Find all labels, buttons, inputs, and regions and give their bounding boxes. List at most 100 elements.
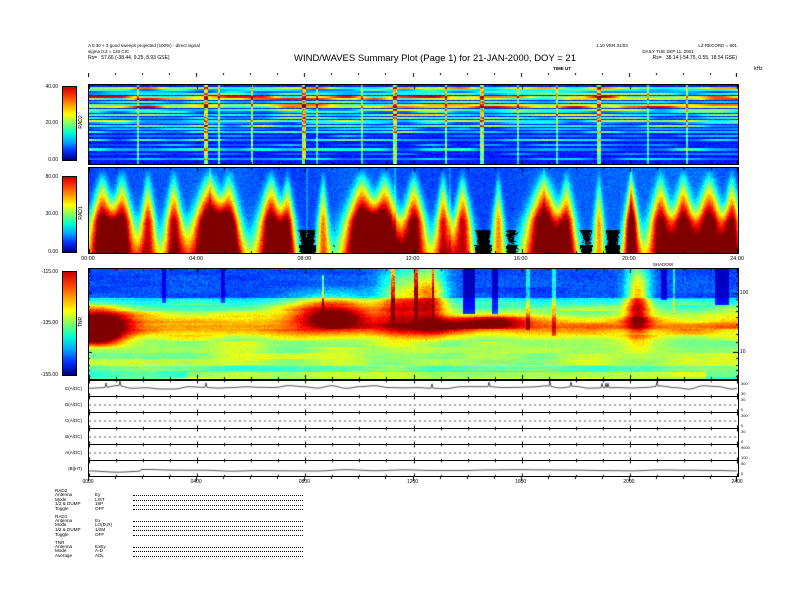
status-timeline-dots (133, 507, 303, 511)
rad1-colorbar-tick-label: 0.00 (48, 248, 58, 255)
status-label: 1/2 & DUMP (55, 527, 81, 533)
status-timeline-dots (133, 545, 303, 548)
receiver-name: RAD1 (55, 513, 68, 519)
footer-status-block: RAD2 Antenna Ey Mode LIST 1/2 & DUMP 16P Toggle… (55, 488, 305, 559)
time-tick-label: 00:00 (81, 256, 95, 262)
status-label: Mode (55, 496, 67, 502)
status-timeline-dots (133, 493, 303, 497)
status-value: ExEy (95, 543, 106, 549)
status-value: LIST (95, 496, 105, 502)
rad2-colorbar (62, 86, 77, 161)
time-tick-label: 16:00 (513, 256, 528, 262)
rad1-colorbar-tick-label: 80.00 (45, 173, 58, 180)
strip-ymax-label: 300 (741, 380, 748, 386)
version-label: 1.10 VER 31/03 (596, 43, 628, 48)
bottom-time-tick-label: 0000 (82, 479, 94, 485)
bottom-time-tick-label: 2000 (623, 479, 635, 485)
status-label: Mode (55, 522, 67, 528)
strip-ymin-label: 0 (741, 422, 744, 428)
status-row: Mode LIST (55, 496, 305, 503)
rad1-colorbar-tick-label: 30.00 (45, 211, 58, 217)
status-value: Ey (95, 492, 101, 497)
rad2-colorbar-tick-label: 0.00 (48, 156, 58, 163)
status-label: Average (55, 552, 73, 558)
bottom-time-tick-label: 1200 (406, 479, 419, 485)
time-tick-label: 08:00 (297, 256, 312, 262)
status-row: Antenna Ey (55, 492, 305, 498)
strip-panel (88, 396, 739, 413)
strip-ymin-label: 30 (741, 390, 746, 396)
strip-panel (88, 444, 739, 461)
rad1-panel-label: RAD1 (78, 206, 84, 220)
strip-ymax-label: 50 (741, 460, 746, 466)
axis-note: SHADOW (652, 262, 674, 267)
tnr-colorbar-tick-label: -155.00 (41, 371, 58, 378)
strip-trace (89, 445, 738, 460)
strip-ymin-label: 0 (741, 406, 744, 412)
status-row: Average ADL (55, 552, 305, 559)
status-row: Antenna ExEy (55, 543, 305, 550)
status-label: 1/2 & DUMP (55, 501, 81, 507)
status-label: Mode (55, 548, 67, 554)
status-timeline-dots (133, 533, 303, 536)
bottom-time-tick-label: 2400 (731, 479, 743, 485)
status-value: 16P (95, 501, 104, 507)
strip-panel (88, 428, 739, 445)
tnr-freq-tick-label: 100 (740, 289, 749, 296)
status-value: OFF (95, 531, 105, 537)
strip-trace (89, 429, 738, 444)
strip-ymin-label: 0 (741, 438, 744, 444)
spacecraft-position-end: Rs= 38.14 (-54.75, 0.55, 18.54 GSE) (652, 55, 737, 61)
strip-label: B(A/DC) (65, 433, 82, 439)
status-label: Toggle (55, 531, 69, 537)
strip-trace (89, 381, 738, 396)
strip-panel (88, 412, 739, 429)
time-tick-label: 12:00 (405, 256, 420, 262)
status-label: Toggle (55, 506, 69, 512)
status-row: Antenna Ex (55, 517, 305, 524)
strip-panel (88, 380, 739, 397)
strip-trace (89, 461, 738, 476)
status-timeline-dots (133, 523, 303, 527)
strip-ymin-label: 0 (741, 470, 744, 476)
status-timeline-dots (133, 554, 303, 558)
status-value: A-D (95, 548, 103, 554)
bottom-tick-ruler (88, 477, 737, 481)
calibration-note-line2: sigma 0.3 = 120 CIC (88, 49, 130, 54)
status-label: Antenna (55, 517, 73, 523)
status-timeline-dots (133, 519, 303, 522)
time-tick-label: 04:00 (189, 256, 204, 262)
bottom-time-tick-label: 0800 (298, 479, 310, 485)
strip-label: A(A/DC) (65, 449, 82, 455)
tnr-colorbar-tick-label: -135.00 (41, 320, 58, 326)
status-timeline-dots (133, 549, 303, 553)
bottom-time-tick-label: 1600 (515, 479, 527, 485)
status-value: LO(D,R) (95, 522, 113, 528)
rad2-colorbar-tick-label: 40.00 (45, 83, 58, 90)
tnr-colorbar (62, 271, 77, 376)
status-row: Toggle OFF (55, 506, 305, 512)
strip-label: |B|(nT) (68, 465, 82, 471)
tnr-spectrogram (88, 268, 739, 380)
status-value: OFF (95, 506, 105, 512)
status-label: Antenna (55, 492, 73, 497)
status-timeline-dots (133, 498, 303, 501)
status-row: 1/2 & DUMP 16P (55, 502, 305, 507)
tnr-freq-tick-label: 10 (740, 348, 746, 355)
status-row: Toggle OFF (55, 531, 305, 538)
bottom-time-tick-label: 0400 (190, 479, 202, 485)
rad2-colorbar-tick-label: 20.00 (45, 120, 58, 126)
top-tick-ruler (88, 73, 737, 79)
status-label: Antenna (55, 543, 73, 549)
receiver-name: TNR (55, 539, 65, 545)
rad1-spectrogram (88, 167, 739, 254)
rad1-colorbar (62, 176, 77, 253)
tnr-panel-label: TNR (78, 316, 84, 328)
strip-trace (89, 413, 738, 428)
frequency-unit-label: kHz (754, 66, 763, 72)
status-value: 1/2M (95, 527, 106, 533)
rad2-panel-label: RAD2 (78, 115, 84, 129)
receiver-name: RAD2 (55, 488, 68, 493)
status-row: Mode LO(D,R) (55, 523, 305, 528)
plot-date-label: DAILY TUE SEP 11, 2001 (642, 49, 694, 54)
